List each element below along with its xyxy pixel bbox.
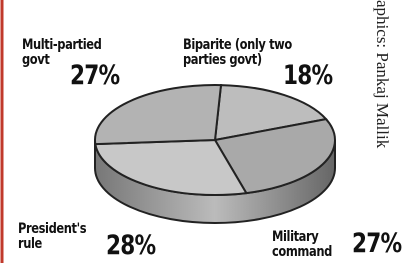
pie-slice xyxy=(95,85,221,144)
value-label: 28% xyxy=(106,230,155,261)
slice-label: President's rule xyxy=(18,222,92,252)
slice-label: Biparite (only two parties govt) xyxy=(183,38,298,68)
value-label: 27% xyxy=(352,228,401,259)
page: Biparite (only two parties govt)18% Milit… xyxy=(0,0,402,263)
credit: aphics: Pankaj Mallik xyxy=(372,0,392,148)
value-label: 27% xyxy=(70,60,119,91)
slices xyxy=(95,85,335,195)
slice-label: Military command xyxy=(272,230,338,260)
value-label: 18% xyxy=(283,60,332,91)
